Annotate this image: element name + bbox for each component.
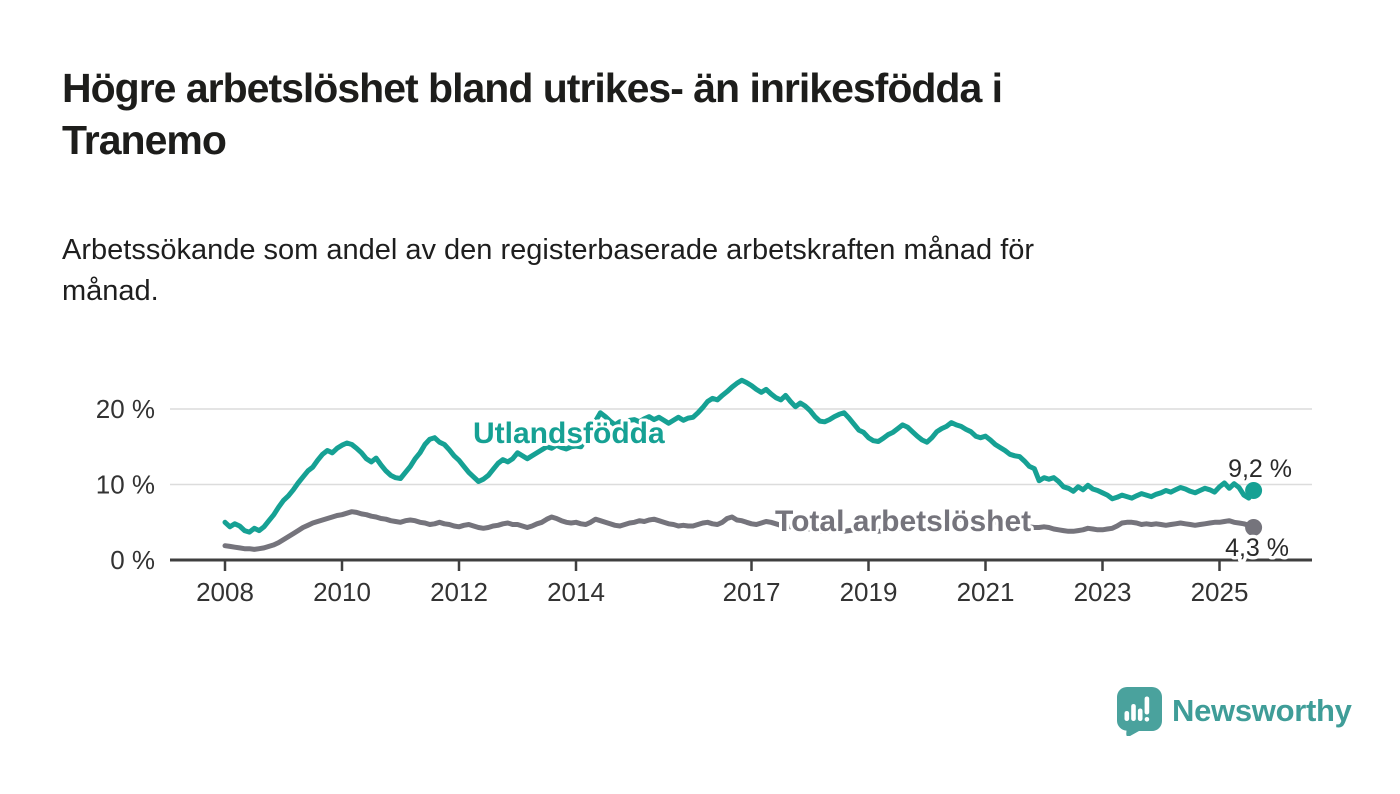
newsworthy-wordmark: Newsworthy — [1172, 693, 1352, 728]
exclamation-dot — [1144, 717, 1150, 722]
series-label-0: Utlandsfödda — [473, 417, 665, 450]
title-line-2: Tranemo — [62, 117, 227, 163]
series-line-1 — [222, 509, 1257, 552]
x-tick-label: 2012 — [430, 577, 488, 607]
series-line-0 — [222, 377, 1257, 535]
x-tick-label: 2010 — [313, 577, 371, 607]
page-title: Högre arbetslöshet bland utrikes- än inr… — [62, 62, 1342, 166]
x-tick-label: 2023 — [1074, 577, 1132, 607]
x-tick-label: 2019 — [840, 577, 898, 607]
x-tick-label: 2017 — [723, 577, 781, 607]
chart-svg: 0 % 10 % 20 % 2008 2010 2012 2014 2017 2019 2021 2… — [96, 377, 1312, 607]
bar-1 — [1124, 711, 1130, 721]
y-tick-label: 0 % — [110, 545, 155, 575]
newsworthy-logo: Newsworthy — [1116, 686, 1352, 736]
title-line-1: Högre arbetslöshet bland utrikes- än inr… — [62, 65, 1003, 111]
series-label-1: Total arbetslöshet — [775, 505, 1031, 538]
subtitle-line-2: månad. — [62, 275, 159, 307]
y-tick-label: 20 % — [96, 394, 155, 424]
x-tick-label: 2008 — [196, 577, 254, 607]
y-tick-label: 10 % — [96, 470, 155, 500]
exclamation-bar — [1144, 696, 1150, 715]
bar-2 — [1131, 704, 1136, 721]
x-tick-label: 2025 — [1191, 577, 1249, 607]
chart-subtitle: Arbetssökande som andel av den registerb… — [62, 230, 1342, 312]
newsworthy-icon — [1117, 687, 1162, 736]
end-value-label-0: 9,2 % — [1228, 455, 1292, 483]
bar-3 — [1137, 708, 1143, 721]
subtitle-line-1: Arbetssökande som andel av den registerb… — [62, 234, 1035, 266]
series-end-dot-1 — [1245, 519, 1263, 536]
series-end-dot-0 — [1245, 482, 1263, 499]
x-tick-label: 2021 — [957, 577, 1015, 607]
end-value-label-1: 4,3 % — [1225, 534, 1289, 562]
x-tick-label: 2014 — [547, 577, 605, 607]
